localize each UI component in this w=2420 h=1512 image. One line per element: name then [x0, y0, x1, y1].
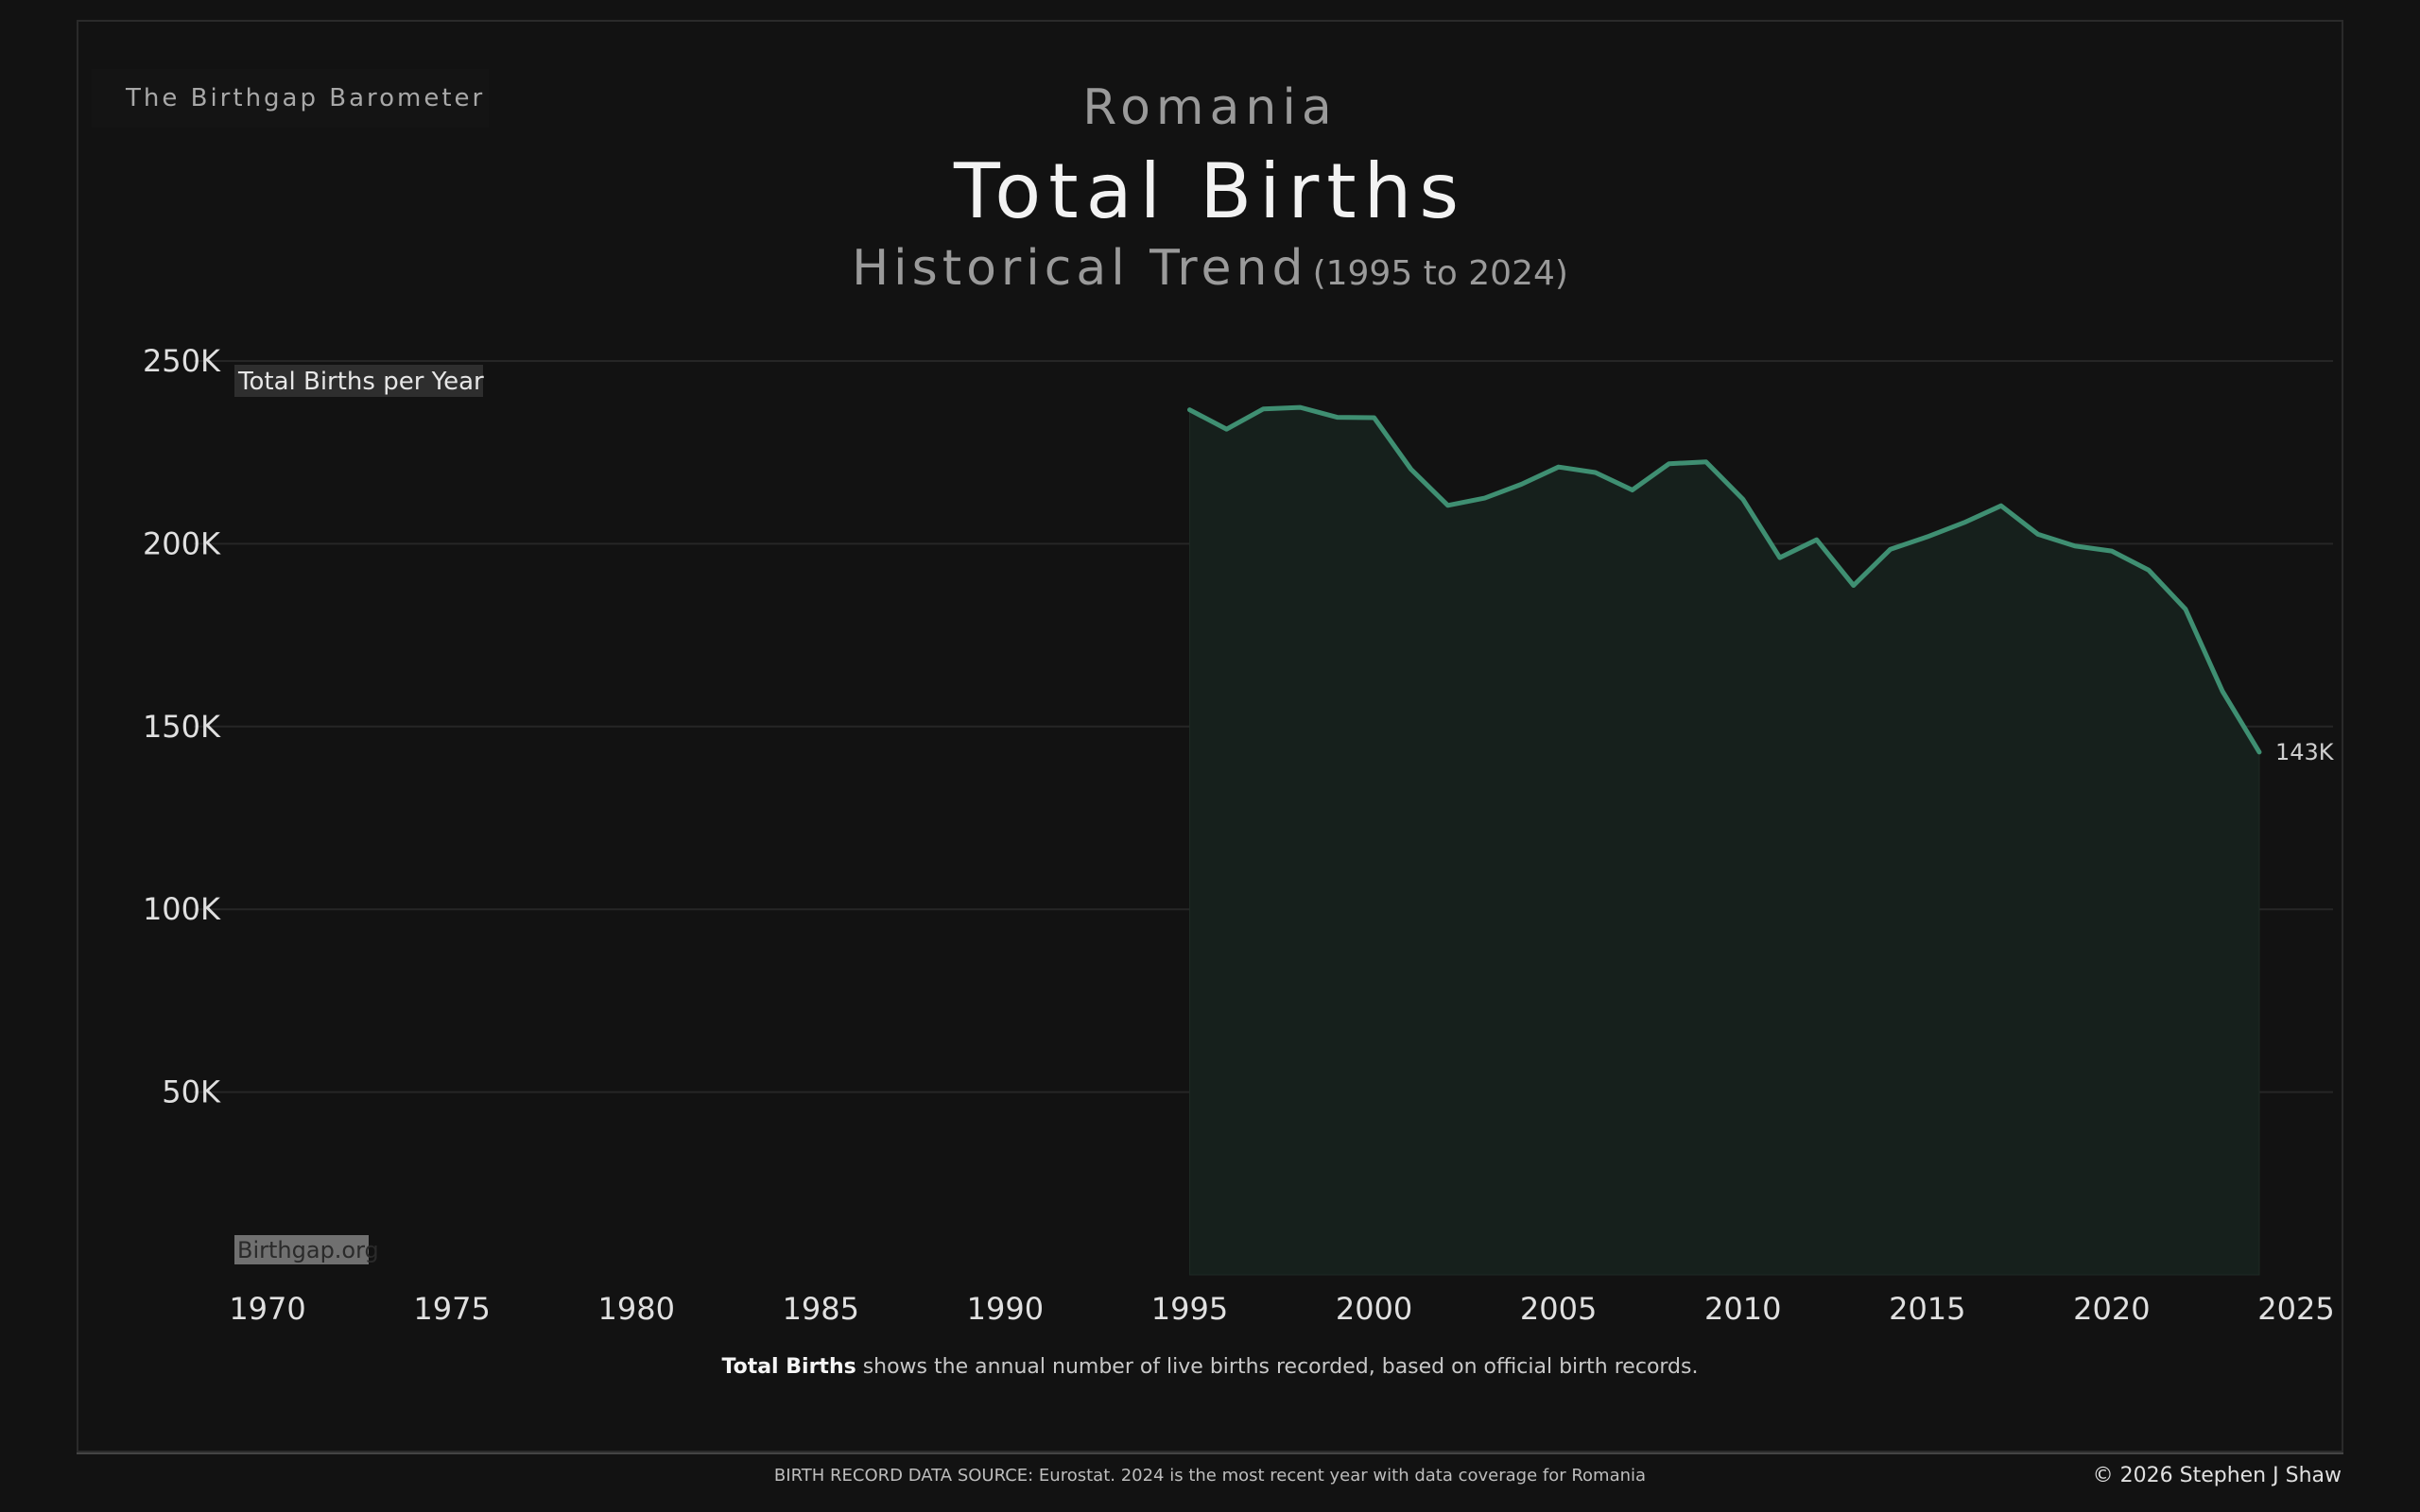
x-tick-label: 1990 [967, 1291, 1044, 1327]
x-tick-label: 2015 [1889, 1291, 1965, 1327]
chart-subtitle: Historical Trend (1995 to 2024) [0, 240, 2420, 297]
area-fill [1188, 406, 2260, 1276]
x-tick-label: 2020 [2073, 1291, 2150, 1327]
data-point [1630, 488, 1634, 492]
data-point [1777, 556, 1782, 560]
x-tick-label: 2000 [1336, 1291, 1412, 1327]
caption-rest: shows the annual number of live births r… [856, 1355, 1699, 1379]
y-tick-label: 200K [143, 525, 221, 561]
footer-divider [77, 1452, 2343, 1454]
x-tick-label: 1985 [783, 1291, 859, 1327]
data-point [2109, 549, 2114, 554]
data-point [2183, 607, 2187, 611]
data-point [2220, 689, 2224, 694]
data-point [2256, 749, 2261, 754]
data-point [1667, 461, 1671, 466]
x-tick-label: 2025 [2257, 1291, 2334, 1327]
data-point [1372, 415, 1376, 420]
data-point [1998, 504, 2003, 508]
y-tick-label: 150K [143, 709, 221, 745]
x-tick-label: 2010 [1704, 1291, 1781, 1327]
caption: Total Births shows the annual number of … [0, 1355, 2420, 1379]
area-path [1188, 406, 2260, 1276]
data-point [1851, 583, 1856, 588]
x-tick-label: 1970 [229, 1291, 305, 1327]
data-point [1925, 535, 1929, 540]
data-point [1740, 497, 1745, 502]
data-point [2035, 532, 2040, 537]
end-value-label: 143K [2275, 739, 2335, 765]
data-point [1962, 520, 1966, 524]
data-point [1556, 465, 1561, 470]
copyright: © 2026 Stephen J Shaw [2092, 1464, 2342, 1487]
data-point [1519, 482, 1524, 487]
data-point [1814, 538, 1819, 542]
chart-title: Total Births [953, 147, 1466, 235]
data-point [1445, 503, 1450, 507]
chart-frame [77, 20, 2343, 1452]
caption-bold: Total Births [721, 1355, 856, 1379]
data-point [1298, 405, 1303, 410]
data-point [1224, 427, 1229, 432]
x-tick-label: 1975 [413, 1291, 490, 1327]
data-point [1593, 470, 1598, 474]
brand-label: The Birthgap Barometer [92, 69, 489, 128]
watermark-chip [234, 1235, 369, 1264]
data-point [1888, 547, 1893, 552]
data-point [1335, 415, 1340, 420]
country-title: Romania [1082, 79, 1338, 136]
data-point [2146, 568, 2151, 573]
y-axis-ticks: 250K 200K 150K 100K 50K [143, 343, 221, 1110]
y-tick-label: 250K [143, 343, 221, 379]
data-point [1261, 406, 1266, 411]
series-polyline [1186, 404, 2262, 755]
x-tick-label: 1980 [597, 1291, 674, 1327]
data-point [2072, 543, 2077, 548]
x-tick-label: 2005 [1520, 1291, 1597, 1327]
ylabel-text: Total Births per Year [237, 368, 484, 396]
series-line [1186, 404, 2262, 755]
x-tick-label: 1995 [1151, 1291, 1228, 1327]
watermark-text: Birthgap.org [237, 1237, 379, 1263]
y-tick-label: 50K [162, 1074, 221, 1110]
y-tick-label: 100K [143, 891, 221, 927]
data-source-note: BIRTH RECORD DATA SOURCE: Eurostat. 2024… [773, 1466, 1647, 1486]
data-point [1703, 459, 1708, 464]
ylabel-chip [234, 365, 483, 397]
subtitle-main: Historical Trend [852, 240, 1308, 297]
data-point [1482, 496, 1487, 501]
data-point [1187, 407, 1192, 412]
x-axis-ticks: 1970 1975 1980 1985 1990 1995 2000 2005 2010 2015… [229, 1291, 2334, 1327]
chart-labels: Total Births per Year Birthgap.org 143K [234, 365, 2335, 1264]
subtitle-range: (1995 to 2024) [1312, 254, 1568, 293]
data-point [1409, 467, 1413, 472]
